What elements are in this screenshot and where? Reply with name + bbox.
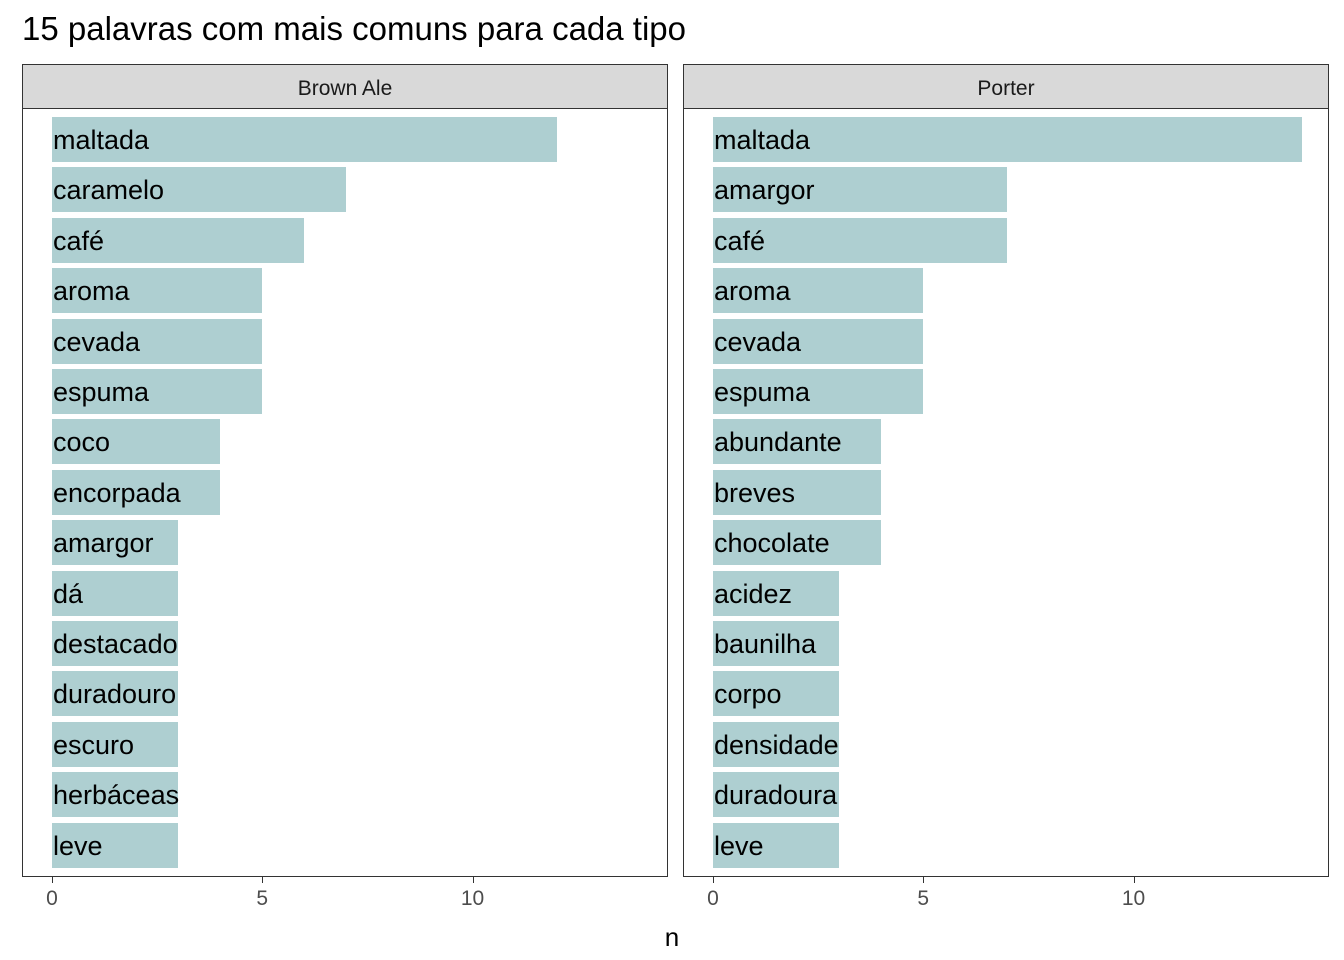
x-axis-label: n [664,922,680,952]
category-label: abundante [714,427,842,458]
category-label: herbáceas [53,780,180,811]
bar [52,570,179,616]
category-label: espuma [714,377,811,407]
category-label: maltada [53,125,150,155]
category-label: encorpada [53,477,181,508]
bar [52,167,347,213]
bar [713,570,840,616]
category-label: leve [53,830,103,861]
category-label: destacado [53,629,178,659]
category-label: cevada [53,326,141,357]
bar [52,419,221,465]
bar [713,721,840,767]
plot-area: maltada caramelo café aroma cevada espuma coco… [22,109,668,910]
x-tick [472,877,474,883]
bar [52,621,179,666]
bar [52,369,263,414]
category-label: leve [714,830,764,861]
category-label: duradouro [53,679,177,710]
category-label: densidade [714,729,839,760]
bar [713,772,840,818]
bar [52,469,221,515]
category-label: maltada [714,125,811,155]
x-tick-label: 0 [46,887,58,910]
bar [52,772,179,818]
category-label: amargor [714,175,815,206]
category-label: aroma [714,276,791,307]
category-label: espuma [53,377,150,407]
x-tick-label: 10 [1121,887,1146,910]
facet-strip: Porter [683,64,1329,109]
facet-label: Porter [977,77,1035,100]
x-tick-label: 5 [256,887,269,910]
bar [713,419,882,465]
category-label: baunilha [714,629,817,659]
facet-strip: Brown Ale [22,64,668,109]
x-tick-label: 5 [917,887,930,910]
bar [713,268,924,314]
x-tick [1133,877,1135,883]
bar [52,318,263,364]
facet-panel-porter: Porter maltada amargor café aroma cevada espu… [683,64,1329,910]
category-label: corpo [714,679,782,710]
bar [52,721,179,767]
bar [713,167,1008,213]
category-label: caramelo [53,175,165,206]
category-label: coco [53,427,111,458]
bar [713,369,924,414]
chart-title: 15 palavras com mais comuns para cada ti… [22,10,686,47]
bar [713,318,924,364]
bar [52,520,179,566]
facet-panel-brown-ale: Brown Ale maltada caramelo café aroma cevada… [22,64,668,910]
bar [52,217,305,263]
category-label: cevada [714,326,802,357]
bar [713,469,882,515]
bar [713,217,1008,263]
bar [52,671,179,717]
category-label: café [714,225,766,256]
category-label: chocolate [714,528,830,559]
bar [52,117,557,162]
bar [713,621,840,666]
bar [713,822,840,868]
x-tick [262,877,264,883]
category-label: amargor [53,528,154,559]
category-label: breves [714,477,796,508]
bar [713,520,882,566]
category-label: aroma [53,276,130,307]
category-label: café [53,225,105,256]
x-tick [52,877,53,883]
category-label: escuro [53,729,135,760]
plot-area: maltada amargor café aroma cevada espuma abund… [683,109,1329,910]
x-tick [713,877,714,883]
bar [52,268,263,314]
category-label: duradoura [714,780,838,811]
x-tick-label: 0 [707,887,719,910]
bar [713,117,1302,162]
category-label: dá [53,578,84,609]
bar [52,822,179,868]
facet-label: Brown Ale [297,77,393,100]
bar [713,671,840,717]
category-label: acidez [714,578,793,609]
x-tick-label: 10 [460,887,485,910]
x-tick [923,877,925,883]
